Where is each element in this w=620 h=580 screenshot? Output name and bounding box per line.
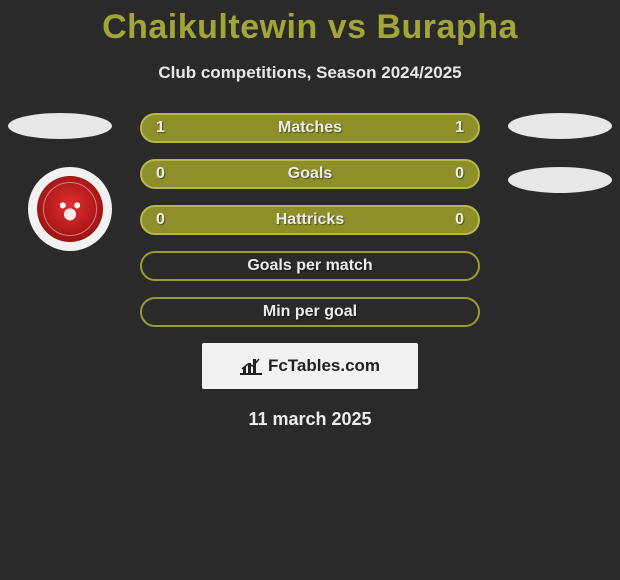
stat-label: Goals — [142, 165, 478, 183]
bar-chart-icon — [240, 357, 262, 375]
player-left-placeholder — [8, 113, 112, 139]
stat-row: 0Goals0 — [140, 159, 480, 189]
stat-row: Min per goal — [140, 297, 480, 327]
stat-left-value: 0 — [156, 211, 165, 229]
brand-text: FcTables.com — [268, 356, 380, 376]
stat-right-value: 1 — [455, 119, 464, 137]
page-title: Chaikultewin vs Burapha — [0, 0, 620, 47]
stat-rows: 1Matches10Goals00Hattricks0Goals per mat… — [140, 113, 480, 327]
club-badge-icon — [37, 176, 103, 242]
footer-date: 11 march 2025 — [0, 409, 620, 430]
stat-row: 1Matches1 — [140, 113, 480, 143]
stat-label: Min per goal — [142, 303, 478, 321]
stat-row: Goals per match — [140, 251, 480, 281]
brand-attribution[interactable]: FcTables.com — [202, 343, 418, 389]
stat-label: Matches — [142, 119, 478, 137]
stat-label: Hattricks — [142, 211, 478, 229]
stat-right-value: 0 — [455, 165, 464, 183]
stat-label: Goals per match — [142, 257, 478, 275]
stat-row: 0Hattricks0 — [140, 205, 480, 235]
stat-left-value: 0 — [156, 165, 165, 183]
stat-left-value: 1 — [156, 119, 165, 137]
stat-right-value: 0 — [455, 211, 464, 229]
player-right-placeholder — [508, 113, 612, 139]
subtitle: Club competitions, Season 2024/2025 — [0, 63, 620, 83]
stats-area: 1Matches10Goals00Hattricks0Goals per mat… — [0, 113, 620, 430]
club-left-badge[interactable] — [28, 167, 112, 251]
club-right-placeholder — [508, 167, 612, 193]
